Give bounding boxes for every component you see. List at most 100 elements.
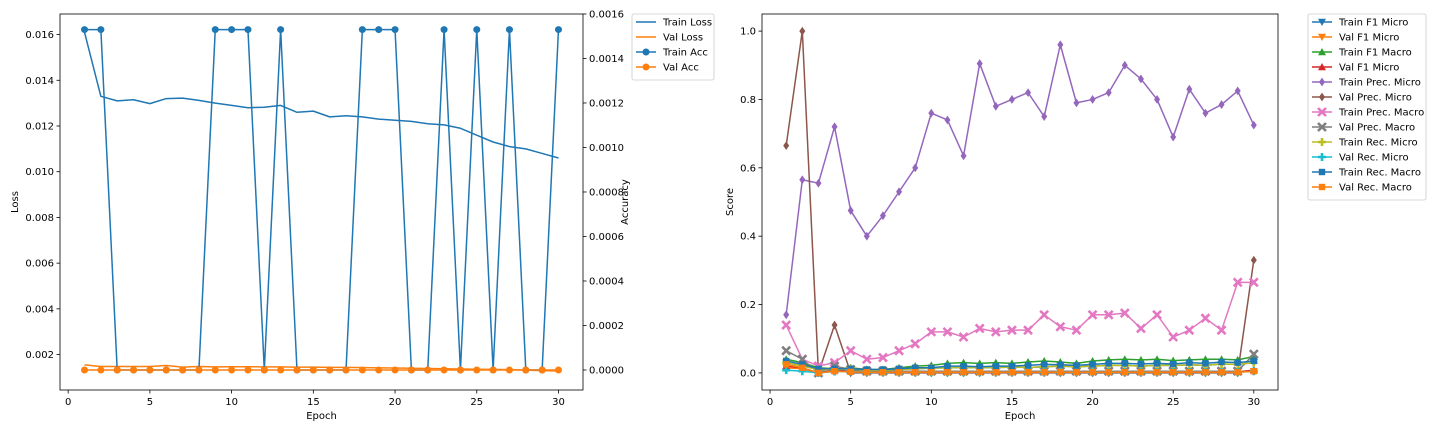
legend-entry: Val Rec. Macro: [1339, 183, 1412, 194]
y2-tick-label: 0.0004: [589, 276, 624, 287]
data-point: [960, 369, 967, 376]
y-tick-label: 0.008: [25, 213, 54, 224]
data-point: [1232, 277, 1243, 288]
y2-tick-label: 0.0012: [589, 98, 624, 109]
data-point: [1168, 332, 1179, 342]
data-point: [1119, 308, 1130, 319]
data-point: [309, 366, 317, 374]
data-point: [1186, 359, 1193, 366]
data-point: [1055, 321, 1066, 332]
data-point: [831, 320, 838, 330]
data-point: [1073, 98, 1080, 108]
x-tick-label: 15: [307, 397, 320, 408]
legend-swatch-marker: [1318, 48, 1326, 56]
data-point: [522, 366, 530, 374]
data-point: [781, 345, 792, 356]
data-point: [896, 187, 903, 197]
data-point: [1248, 277, 1259, 288]
data-point: [81, 26, 89, 34]
data-point: [799, 361, 806, 368]
data-point: [1250, 368, 1258, 375]
data-point: [179, 366, 187, 374]
axes-frame: [59, 13, 584, 391]
x-tick-label: 15: [1006, 397, 1019, 408]
y-tick-label: 0.4: [740, 232, 756, 243]
data-point: [861, 354, 872, 365]
data-point: [277, 366, 285, 374]
data-point: [1057, 40, 1064, 50]
data-point: [928, 369, 935, 376]
data-point: [97, 26, 105, 34]
legend-swatch-marker: [1318, 138, 1326, 146]
data-point: [358, 26, 366, 34]
y2-tick-label: 0.0014: [589, 54, 624, 65]
legend-swatch-marker: [1317, 107, 1327, 117]
data-point: [244, 26, 252, 34]
legend-entry: Train F1 Macro: [1338, 48, 1412, 59]
data-point: [1041, 112, 1048, 121]
legend-swatch-marker: [1317, 122, 1327, 132]
data-point: [992, 369, 1000, 376]
data-point: [1153, 369, 1161, 376]
data-point: [391, 366, 399, 374]
series-line: [84, 28, 560, 371]
legend-frame: [1307, 13, 1427, 201]
y-tick-label: 0.012: [25, 122, 54, 133]
data-point: [1008, 369, 1016, 376]
y-tick-label: 0.002: [25, 350, 54, 361]
legend-entry: Val Acc: [663, 63, 699, 74]
data-point: [1040, 361, 1048, 368]
data-point: [97, 366, 105, 374]
legend-entry: Val Loss: [663, 33, 703, 44]
x-tick-label: 5: [848, 397, 854, 408]
series-line: [785, 281, 1254, 367]
data-point: [829, 357, 840, 368]
y2-tick-label: 0.0002: [589, 321, 624, 332]
legend-entry: Train F1 Micro: [1338, 18, 1408, 29]
data-point: [538, 366, 546, 374]
data-point: [554, 366, 562, 374]
data-point: [928, 108, 935, 118]
data-point: [799, 175, 806, 185]
legend-swatch-marker: [1319, 92, 1325, 102]
data-point: [845, 345, 856, 356]
data-point: [473, 26, 481, 34]
data-point: [974, 323, 985, 334]
legend-swatch-marker: [1318, 153, 1326, 161]
data-point: [992, 101, 999, 111]
legend: Train Loss Val Loss Train Acc Val Acc: [631, 13, 715, 81]
data-point: [976, 59, 983, 68]
legend-entry: Train Rec. Micro: [1338, 138, 1418, 149]
data-point: [505, 366, 513, 374]
y-tick-label: 0.0: [740, 368, 756, 379]
y2-tick-label: 0.0008: [589, 187, 624, 198]
data-point: [799, 364, 806, 371]
legend-swatch-marker: [1318, 18, 1326, 26]
data-point: [473, 366, 481, 374]
data-point: [375, 366, 383, 374]
x-tick-label: 0: [767, 397, 773, 408]
legend-entry: Train Loss: [662, 18, 712, 29]
data-point: [1073, 369, 1080, 376]
data-point: [847, 368, 854, 376]
data-point: [1250, 120, 1257, 130]
data-point: [912, 163, 919, 173]
data-point: [1248, 349, 1259, 360]
legend-frame: [631, 13, 715, 81]
legend-swatch-marker: [1318, 168, 1326, 176]
data-point: [1202, 360, 1209, 367]
data-point: [1087, 309, 1098, 320]
series-line: [83, 32, 559, 159]
y2-tick-label: 0.0016: [589, 10, 624, 21]
data-point: [1121, 360, 1129, 367]
series-line: [785, 44, 1255, 315]
data-point: [863, 369, 871, 376]
data-point: [1025, 88, 1032, 98]
series-val-prec-micro: [783, 26, 1257, 378]
chart-1: 0 5 10 15 20 25 30 0.002 0.004 0.006 0.008 0.010 0.0…: [10, 10, 715, 422]
y2-tick-label: 0.0010: [589, 143, 624, 154]
data-point: [879, 369, 887, 376]
y-tick-label: 0.006: [25, 259, 54, 270]
data-point: [1218, 369, 1225, 376]
y-tick-label: 0.014: [25, 76, 54, 87]
